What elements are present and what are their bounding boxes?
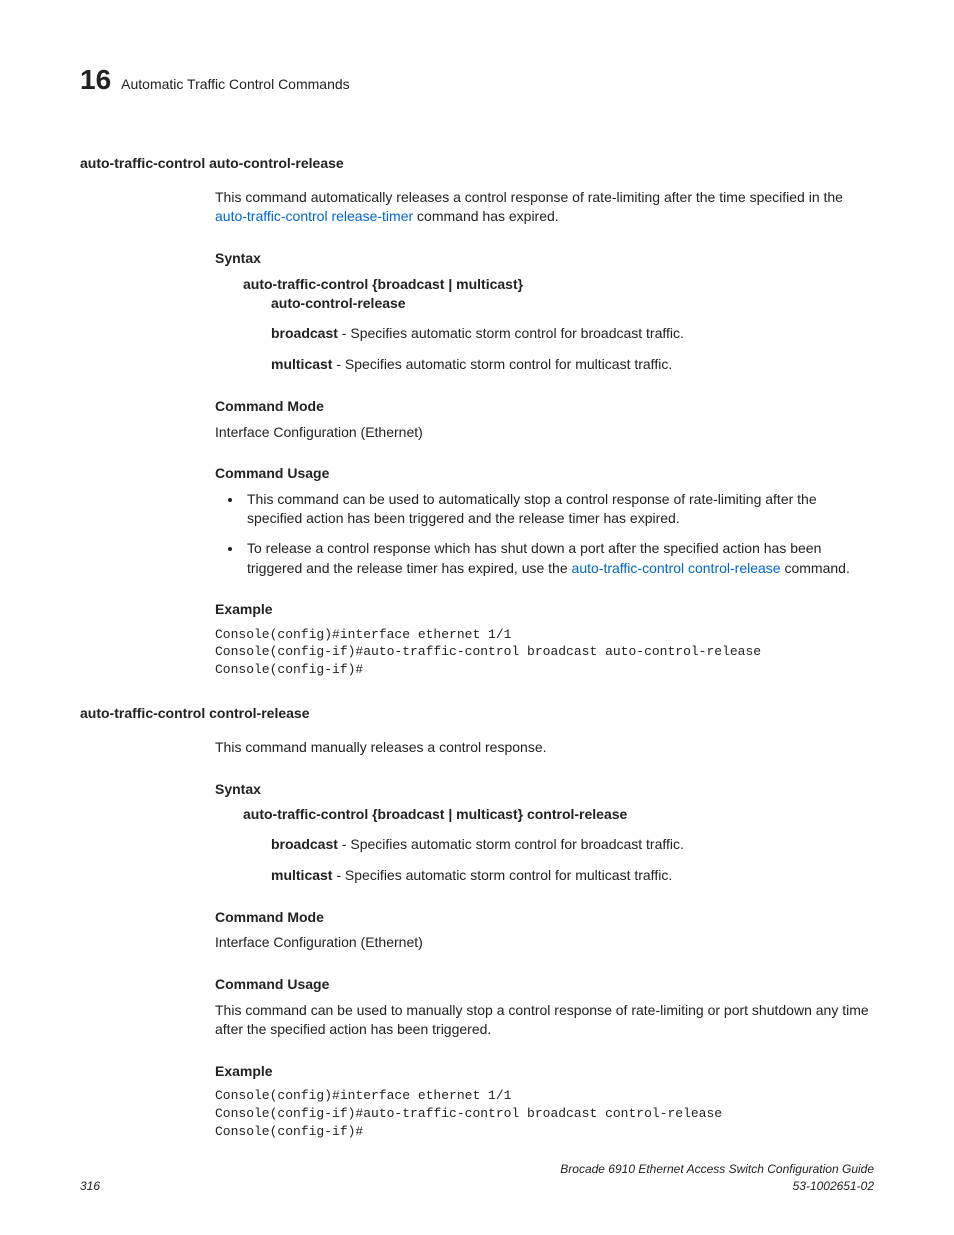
example-heading: Example (215, 600, 874, 620)
release-timer-link[interactable]: auto-traffic-control release-timer (215, 208, 413, 224)
param-desc: - Specifies automatic storm control for … (338, 325, 684, 341)
command-description: This command automatically releases a co… (215, 188, 874, 227)
example-code: Console(config)#interface ethernet 1/1 C… (215, 626, 874, 679)
doc-title: Brocade 6910 Ethernet Access Switch Conf… (560, 1161, 874, 1178)
usage-list: This command can be used to automaticall… (243, 490, 874, 578)
command-usage-heading: Command Usage (215, 975, 874, 995)
chapter-number: 16 (80, 60, 111, 99)
page-footer: 316 Brocade 6910 Ethernet Access Switch … (80, 1161, 874, 1195)
command-description: This command manually releases a control… (215, 738, 874, 758)
usage-text: This command can be used to manually sto… (215, 1001, 874, 1040)
doc-id: 53-1002651-02 (560, 1178, 874, 1195)
param-name: multicast (271, 867, 332, 883)
syntax-line: auto-traffic-control {broadcast | multic… (243, 805, 874, 825)
command-mode-text: Interface Configuration (Ethernet) (215, 423, 874, 443)
syntax-heading: Syntax (215, 249, 874, 269)
page-number: 316 (80, 1178, 100, 1195)
example-heading: Example (215, 1062, 874, 1082)
param-broadcast: broadcast - Specifies automatic storm co… (271, 324, 874, 344)
section-title: auto-traffic-control auto-control-releas… (80, 154, 874, 174)
page-header: 16 Automatic Traffic Control Commands (80, 60, 874, 99)
param-name: broadcast (271, 836, 338, 852)
param-multicast: multicast - Specifies automatic storm co… (271, 866, 874, 886)
param-multicast: multicast - Specifies automatic storm co… (271, 355, 874, 375)
command-usage-heading: Command Usage (215, 464, 874, 484)
section-content: This command automatically releases a co… (215, 188, 874, 679)
param-name: multicast (271, 356, 332, 372)
param-broadcast: broadcast - Specifies automatic storm co… (271, 835, 874, 855)
section-auto-control-release: auto-traffic-control auto-control-releas… (80, 154, 874, 678)
command-mode-heading: Command Mode (215, 908, 874, 928)
usage-item: This command can be used to automaticall… (243, 490, 874, 529)
desc-text-post: command has expired. (413, 208, 559, 224)
section-content: This command manually releases a control… (215, 738, 874, 1140)
example-code: Console(config)#interface ethernet 1/1 C… (215, 1087, 874, 1140)
param-name: broadcast (271, 325, 338, 341)
syntax-line: auto-control-release (271, 294, 874, 314)
command-mode-heading: Command Mode (215, 397, 874, 417)
chapter-title: Automatic Traffic Control Commands (121, 75, 350, 95)
section-title: auto-traffic-control control-release (80, 704, 874, 724)
param-desc: - Specifies automatic storm control for … (332, 867, 672, 883)
control-release-link[interactable]: auto-traffic-control control-release (572, 560, 781, 576)
param-desc: - Specifies automatic storm control for … (338, 836, 684, 852)
desc-text-pre: This command automatically releases a co… (215, 189, 843, 205)
param-desc: - Specifies automatic storm control for … (332, 356, 672, 372)
usage-item: To release a control response which has … (243, 539, 874, 578)
section-control-release: auto-traffic-control control-release Thi… (80, 704, 874, 1140)
syntax-heading: Syntax (215, 780, 874, 800)
syntax-line: auto-traffic-control {broadcast | multic… (243, 275, 874, 295)
usage-text-post: command. (781, 560, 850, 576)
footer-doc-info: Brocade 6910 Ethernet Access Switch Conf… (560, 1161, 874, 1195)
command-mode-text: Interface Configuration (Ethernet) (215, 933, 874, 953)
